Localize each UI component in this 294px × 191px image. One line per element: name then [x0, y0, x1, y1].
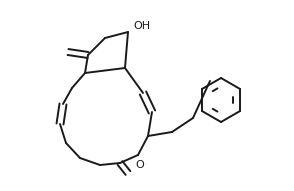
Text: OH: OH — [133, 21, 150, 31]
Text: O: O — [136, 160, 144, 170]
